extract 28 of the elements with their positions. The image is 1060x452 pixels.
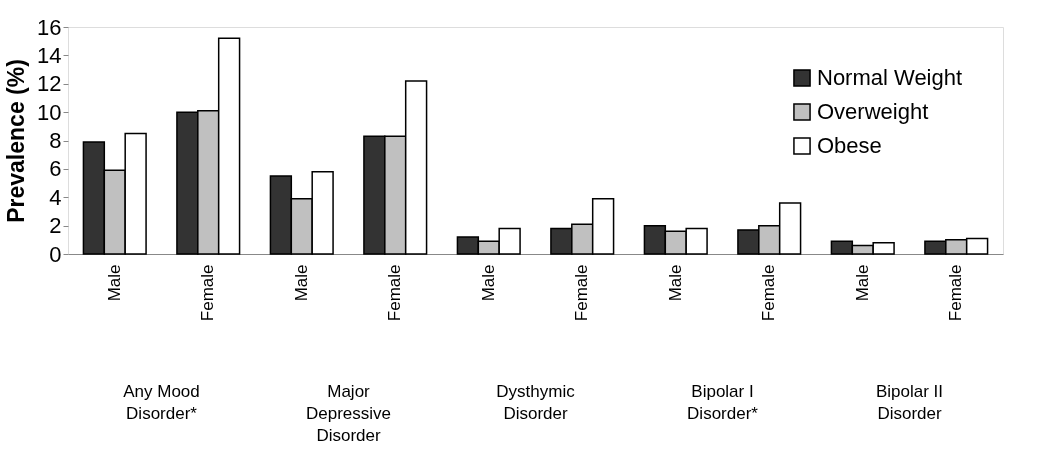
legend-label: Normal Weight xyxy=(817,65,963,90)
text: Dysthymic Disorder xyxy=(496,382,576,423)
x-tick-label: Female xyxy=(385,264,405,322)
y-tick-label: 16 xyxy=(37,14,62,40)
x-tick-label: Female xyxy=(572,264,592,322)
legend-label: Overweight xyxy=(817,99,929,124)
x-tick-label: Female xyxy=(759,264,779,322)
y-tick-label: 12 xyxy=(37,71,62,97)
x-tick-label: Male xyxy=(478,264,498,302)
y-tick-label: 8 xyxy=(49,128,62,153)
x-tick-label: Male xyxy=(291,264,311,302)
text: Any Mood Disorder* xyxy=(123,382,200,423)
text: Bipolar II Disorder xyxy=(875,382,944,423)
text: Bipolar I Disorder* xyxy=(687,382,759,423)
y-tick-label: 10 xyxy=(37,99,62,125)
x-tick-label: Male xyxy=(104,264,124,302)
y-tick-label: 2 xyxy=(49,213,62,239)
y-tick-label: 4 xyxy=(49,184,62,210)
x-tick-label: Male xyxy=(665,264,685,302)
y-tick-label: 0 xyxy=(49,241,62,267)
y-tick-label: 14 xyxy=(37,42,62,68)
x-tick-label: Male xyxy=(852,264,872,302)
y-axis-title: Prevalence (%) xyxy=(3,59,30,223)
legend-label: Obese xyxy=(817,133,882,158)
x-tick-label: Female xyxy=(946,264,966,322)
x-tick-label: Female xyxy=(198,264,218,322)
text: Major Depressive Disorder xyxy=(305,382,392,445)
y-tick-label: 6 xyxy=(49,156,62,182)
